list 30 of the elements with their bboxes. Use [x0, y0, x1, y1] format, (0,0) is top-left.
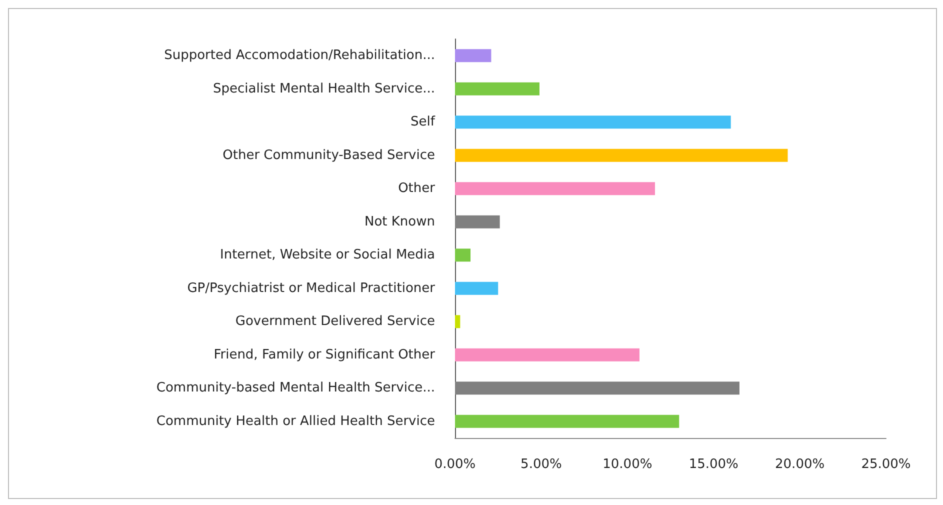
- x-tick-label: 10.00%: [602, 457, 652, 472]
- bar: [455, 116, 731, 129]
- y-tick-label: Community-based Mental Health Service...: [156, 380, 435, 396]
- x-tick-label: 15.00%: [688, 457, 738, 472]
- y-tick-label: Internet, Website or Social Media: [220, 248, 435, 263]
- bar: [455, 182, 655, 196]
- y-tick-label: Other: [398, 181, 436, 196]
- bar: [455, 382, 740, 395]
- bar: [455, 148, 788, 162]
- y-tick-label: Not Known: [364, 214, 435, 230]
- y-tick-label: Government Delivered Service: [235, 314, 435, 330]
- bar: [455, 49, 492, 62]
- bar: [455, 348, 640, 362]
- bar: [455, 414, 680, 428]
- y-tick-label: Specialist Mental Health Service...: [213, 81, 435, 96]
- bar: [455, 315, 460, 328]
- x-tick-label: 20.00%: [775, 457, 825, 472]
- x-tick-label: 0.00%: [434, 457, 476, 472]
- x-tick-label: 25.00%: [861, 457, 911, 472]
- y-tick-label: Self: [410, 114, 436, 130]
- bar: [455, 82, 540, 96]
- y-tick-label: Friend, Family or Significant Other: [214, 347, 436, 362]
- y-tick-label: Community Health or Allied Health Service: [156, 414, 435, 429]
- y-tick-label: Other Community-Based Service: [222, 148, 435, 163]
- bar: [455, 282, 498, 295]
- y-tick-label: Supported Accomodation/Rehabilitation...: [164, 48, 435, 64]
- bar: [455, 215, 500, 228]
- y-tick-label: GP/Psychiatrist or Medical Practitioner: [187, 280, 436, 296]
- x-tick-label: 5.00%: [520, 457, 562, 472]
- bar: [455, 248, 471, 262]
